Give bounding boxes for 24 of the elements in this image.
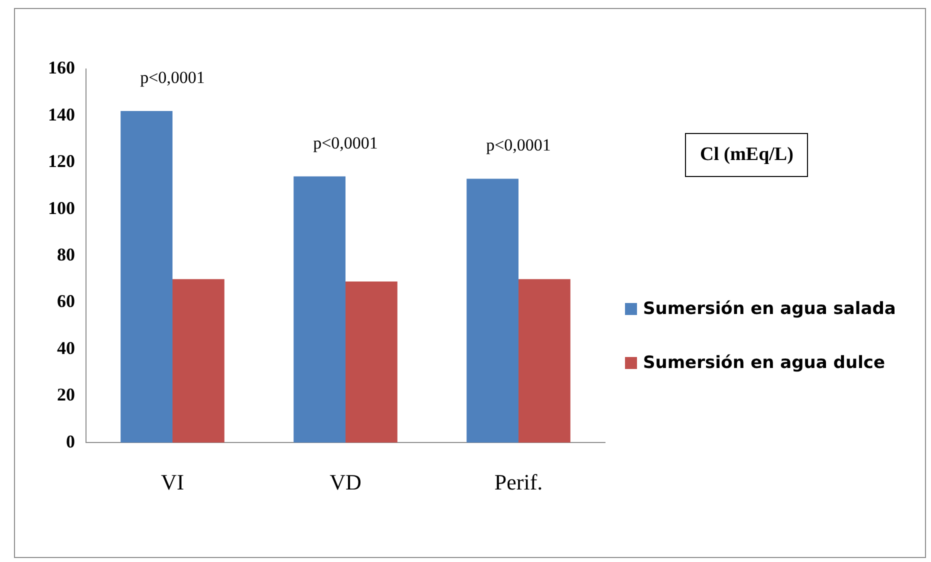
x-tick-label: VI: [160, 470, 184, 495]
legend-label: Sumersión en agua dulce: [643, 353, 886, 373]
legend-label: Sumersión en agua salada: [643, 299, 896, 319]
y-tick-label: 0: [66, 431, 75, 452]
bar: [172, 279, 224, 443]
y-tick-label: 40: [57, 338, 75, 358]
annotation: p<0,0001: [140, 68, 205, 88]
y-tick-label: 120: [48, 151, 75, 172]
y-tick-label: 140: [48, 104, 75, 124]
x-tick-label: VD: [330, 470, 362, 495]
x-tick-label: Perif.: [494, 470, 543, 495]
annotation: p<0,0001: [313, 133, 378, 152]
bar: [346, 281, 398, 443]
text: Cl (mEq/L): [685, 133, 808, 177]
annotation: p<0,0001: [486, 136, 551, 155]
y-tick-label: 160: [48, 58, 75, 78]
bar: [294, 176, 346, 443]
y-tick-label: 100: [48, 198, 75, 218]
bar: [120, 111, 172, 443]
y-tick-label: 20: [57, 384, 75, 405]
bar: [518, 279, 570, 443]
bar: [466, 178, 518, 443]
y-tick-label: 60: [57, 291, 75, 312]
y-tick-label: 80: [57, 244, 75, 264]
